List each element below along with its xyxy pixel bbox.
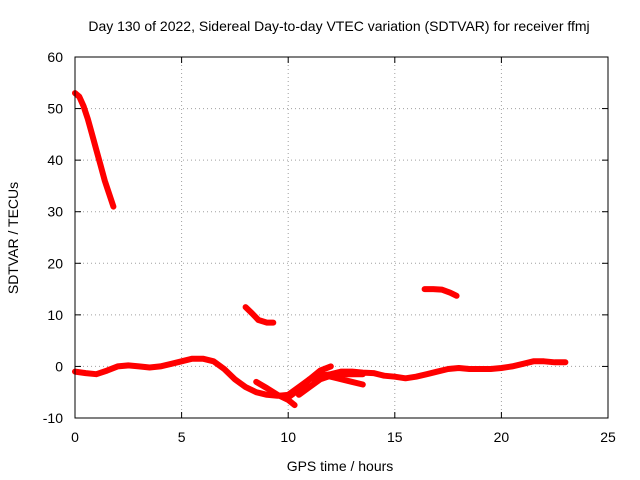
x-axis-title: GPS time / hours [287, 458, 394, 474]
y-tick-label: 0 [55, 358, 63, 374]
y-axis-title: SDTVAR / TECUs [5, 182, 21, 294]
chart-title: Day 130 of 2022, Sidereal Day-to-day VTE… [88, 18, 589, 34]
y-tick-label: 60 [47, 49, 63, 65]
x-tick-label: 10 [280, 429, 296, 445]
series-line-branch-b [285, 363, 334, 401]
series-line-segment-17h [421, 286, 460, 299]
series-line-branch-d [317, 371, 366, 388]
label-layer: 0 5 10 15 20 25 -10 0 10 20 30 40 50 60 [43, 49, 616, 445]
y-tick-label: 10 [47, 307, 63, 323]
x-tick-label: 20 [494, 429, 510, 445]
x-tick-label: 5 [178, 429, 186, 445]
y-tick-label: -10 [43, 410, 63, 426]
x-tick-label: 0 [71, 429, 79, 445]
series-line-branch-a [253, 378, 298, 409]
y-tick-label: 30 [47, 204, 63, 220]
series-line-steep-descent [72, 90, 117, 210]
y-tick-label: 20 [47, 255, 63, 271]
x-tick-label: 25 [600, 429, 616, 445]
tick-layer [74, 56, 609, 419]
y-tick-label: 50 [47, 101, 63, 117]
y-tick-label: 40 [47, 152, 63, 168]
plot-frame [74, 56, 609, 419]
x-tick-label: 15 [387, 429, 403, 445]
series-line-segment-9h [242, 304, 277, 326]
series-layer [72, 90, 569, 409]
